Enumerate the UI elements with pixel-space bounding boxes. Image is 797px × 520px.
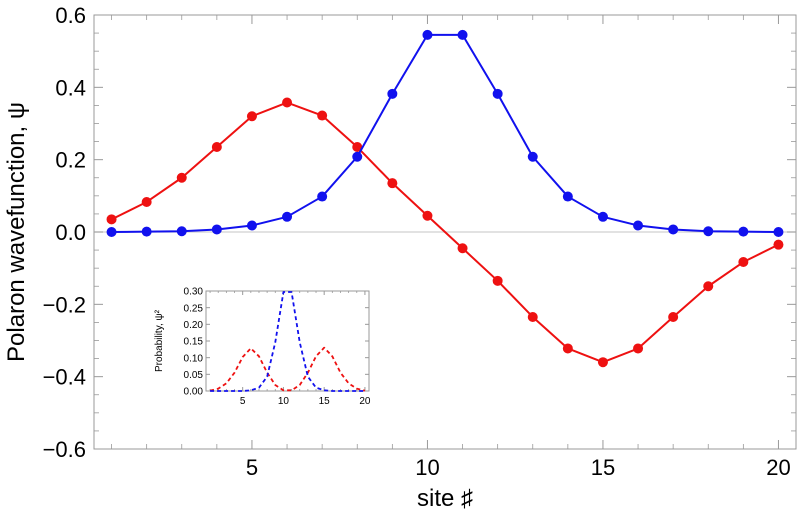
main-series-1-point	[633, 343, 644, 354]
main-series-2-point	[246, 220, 257, 231]
inset-series-2-line	[210, 291, 365, 392]
main-x-tick-label: 15	[591, 455, 615, 480]
main-series-2-point	[141, 226, 152, 237]
main-series-1-point	[282, 97, 293, 108]
main-x-tick-label: 20	[766, 455, 790, 480]
inset-plot: 5 10 15 20 0.00 0.05 0.10 0.15 0.20 0.25 0.30 Proba…	[150, 285, 380, 415]
main-series-2-point	[282, 211, 293, 222]
inset-x-tick-label: 10	[278, 396, 290, 407]
main-series-2-point	[773, 227, 784, 237]
main-series-2-point	[597, 211, 608, 222]
main-series-1-point	[422, 210, 433, 221]
main-series-1-point	[317, 110, 328, 121]
main-series-1-line	[111, 101, 779, 364]
inset-series-1-line	[209, 346, 366, 392]
main-series-2-point	[457, 29, 468, 40]
main-series-2-point	[176, 226, 187, 237]
main-series-1-point	[703, 281, 714, 292]
main-y-tick-label: 0.6	[55, 3, 86, 28]
main-y-axis-label: Polaron wavefunction, ψ	[3, 102, 30, 362]
main-series-1-point	[246, 111, 257, 122]
main-series-2-point	[492, 88, 503, 99]
main-series-2-point	[317, 191, 328, 202]
inset-x-tick-label: 20	[359, 396, 371, 407]
main-series-2-point	[527, 151, 538, 162]
inset-y-tick-label: 0.05	[184, 370, 204, 381]
main-series-1-point	[106, 214, 117, 225]
inset-y-tick-label: 0.15	[184, 337, 204, 348]
main-series-1-point	[387, 178, 398, 189]
inset-y-tick-label: 0.00	[184, 387, 204, 398]
main-series-2-point	[211, 224, 222, 235]
main-series-1-point	[773, 239, 784, 250]
main-series-2-point	[738, 226, 749, 237]
main-x-axis-label: site ♯	[417, 485, 473, 512]
inset-y-tick-label: 0.25	[184, 303, 204, 314]
main-series-1-point	[668, 311, 679, 322]
main-y-tick-label: −0.2	[43, 292, 86, 317]
main-y-tick-label: −0.4	[43, 365, 86, 390]
main-series-2-point	[352, 151, 363, 162]
main-x-tick-label: 5	[246, 455, 258, 480]
main-y-tick-label: −0.6	[43, 437, 86, 462]
main-series-1-point	[562, 343, 573, 354]
main-series-2-point	[633, 220, 644, 231]
main-series-2-point	[106, 227, 117, 237]
inset-y-axis-label: Probability, ψ²	[154, 309, 165, 372]
main-series-2-point	[422, 29, 433, 40]
main-series-2-point	[703, 226, 714, 237]
inset-x-tick-label: 15	[319, 396, 331, 407]
main-y-tick-label: 0.0	[55, 220, 86, 245]
main-series-2-point	[387, 88, 398, 99]
main-y-tick-label: 0.2	[55, 148, 86, 173]
main-series-1-point	[211, 142, 222, 153]
inset-x-tick-label: 5	[240, 396, 246, 407]
main-plot: 5 10 15 20 −0.6 −0.4 −0.2 0.0 0.2 0.4 0.6 site ♯ Pol…	[3, 3, 797, 512]
main-y-tick-label: 0.4	[55, 75, 86, 100]
main-series-2-line	[111, 33, 779, 233]
main-series-1-point	[457, 243, 468, 254]
main-series-1-point	[527, 311, 538, 322]
inset-y-tick-label: 0.20	[184, 320, 204, 331]
main-series-1-point	[141, 196, 152, 207]
main-series-1-point	[738, 257, 749, 268]
main-x-tick-label: 10	[415, 455, 439, 480]
inset-y-tick-label: 0.10	[184, 353, 204, 364]
main-series-1-point	[352, 142, 363, 153]
main-series-1-point	[597, 357, 608, 368]
inset-y-tick-label: 0.30	[184, 287, 204, 298]
main-series-2-point	[668, 224, 679, 235]
inset-frame	[205, 290, 370, 392]
main-series-1-point	[492, 275, 503, 286]
main-series-2-point	[562, 191, 573, 202]
main-series-1-point	[176, 172, 187, 183]
